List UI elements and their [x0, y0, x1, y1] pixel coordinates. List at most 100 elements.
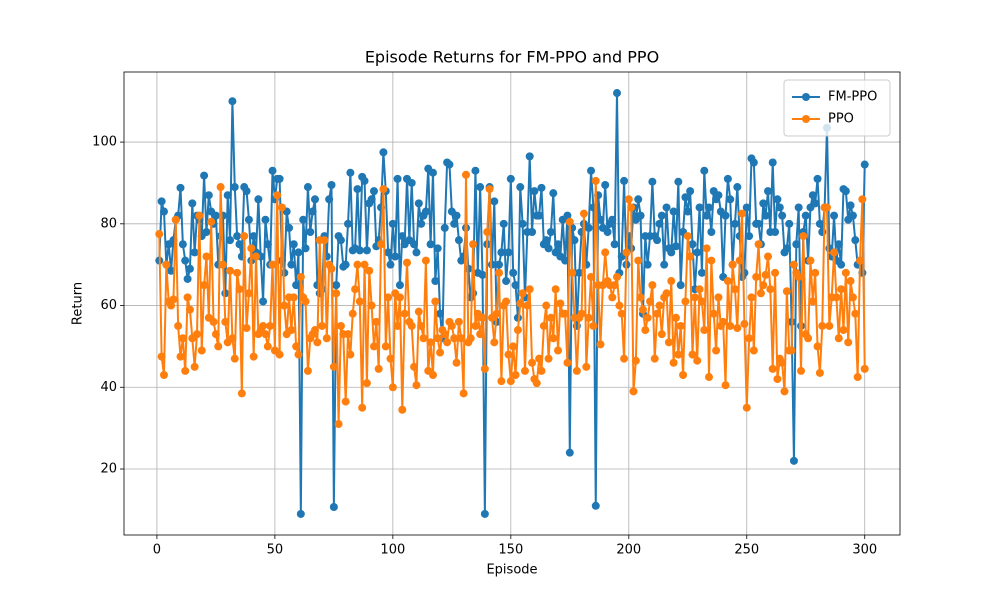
- point: [556, 299, 565, 308]
- point: [476, 330, 485, 339]
- point: [721, 211, 730, 220]
- point: [700, 166, 709, 175]
- point: [476, 183, 485, 192]
- y-tick-label: 80: [100, 216, 117, 231]
- point: [655, 219, 664, 228]
- point: [768, 364, 777, 373]
- point: [393, 174, 402, 183]
- point: [546, 227, 555, 236]
- point: [570, 236, 579, 245]
- point: [667, 277, 676, 286]
- point: [591, 501, 600, 510]
- point: [759, 281, 768, 290]
- point: [459, 389, 468, 398]
- point: [730, 219, 739, 228]
- legend-marker: [802, 115, 810, 123]
- point: [329, 503, 338, 512]
- point: [181, 366, 190, 375]
- point: [299, 215, 308, 224]
- x-tick-label: 200: [616, 543, 641, 558]
- point: [674, 177, 683, 186]
- point: [697, 297, 706, 306]
- series-line: [158, 173, 866, 426]
- point: [612, 272, 621, 281]
- point: [851, 236, 860, 245]
- point: [575, 268, 584, 277]
- point: [697, 268, 706, 277]
- point: [292, 342, 301, 351]
- point: [320, 236, 329, 245]
- point: [483, 227, 492, 236]
- point: [346, 350, 355, 359]
- point: [773, 195, 782, 204]
- point: [412, 381, 421, 390]
- point: [601, 248, 610, 257]
- point: [591, 176, 600, 185]
- point: [766, 285, 775, 294]
- point: [653, 309, 662, 318]
- point: [181, 256, 190, 265]
- point: [367, 195, 376, 204]
- point: [726, 321, 735, 330]
- point: [322, 334, 331, 343]
- point: [398, 405, 407, 414]
- point: [388, 383, 397, 392]
- point: [509, 268, 518, 277]
- point: [759, 199, 768, 208]
- point: [695, 203, 704, 212]
- point: [426, 338, 435, 347]
- point: [348, 309, 357, 318]
- point: [537, 183, 546, 192]
- point: [587, 166, 596, 175]
- point: [478, 313, 487, 322]
- point: [426, 240, 435, 249]
- point: [162, 260, 171, 269]
- point: [178, 334, 187, 343]
- point: [360, 260, 369, 269]
- point: [662, 203, 671, 212]
- point: [705, 203, 714, 212]
- point: [190, 248, 199, 257]
- point: [539, 321, 548, 330]
- point: [211, 211, 220, 220]
- point: [202, 227, 211, 236]
- point: [542, 236, 551, 245]
- point: [702, 211, 711, 220]
- point: [249, 352, 258, 361]
- point: [532, 379, 541, 388]
- point: [657, 330, 666, 339]
- point: [228, 97, 237, 106]
- point: [856, 256, 865, 265]
- point: [705, 373, 714, 382]
- point: [846, 201, 855, 210]
- legend-marker: [802, 93, 810, 101]
- point: [707, 256, 716, 265]
- point: [313, 338, 322, 347]
- point: [334, 420, 343, 429]
- point: [379, 148, 388, 157]
- point: [620, 354, 629, 363]
- point: [310, 195, 319, 204]
- point: [226, 236, 235, 245]
- point: [714, 191, 723, 200]
- point: [822, 203, 831, 212]
- point: [292, 281, 301, 290]
- point: [428, 168, 437, 177]
- point: [516, 299, 525, 308]
- point: [789, 260, 798, 269]
- point: [289, 240, 298, 249]
- point: [754, 219, 763, 228]
- point: [568, 268, 577, 277]
- point: [714, 293, 723, 302]
- point: [848, 293, 857, 302]
- point: [579, 209, 588, 218]
- point: [745, 232, 754, 241]
- point: [273, 191, 282, 200]
- point: [787, 346, 796, 355]
- point: [490, 338, 499, 347]
- point: [341, 260, 350, 269]
- point: [336, 321, 345, 330]
- point: [367, 301, 376, 310]
- point: [157, 197, 166, 206]
